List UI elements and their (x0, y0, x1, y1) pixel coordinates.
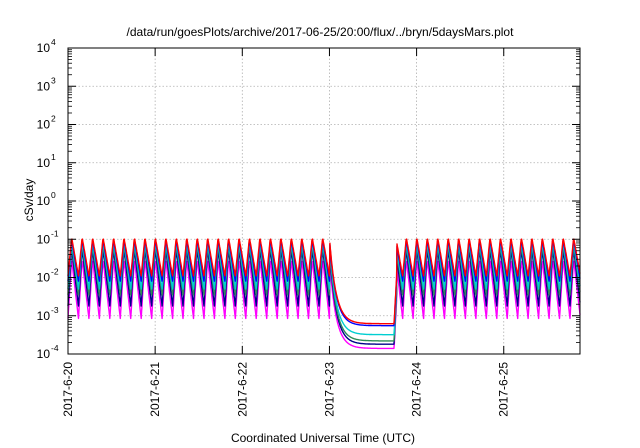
y-tick-label: 10 (37, 232, 51, 246)
y-tick-label: 10 (37, 41, 51, 55)
x-tick-label: 2017-6-25 (497, 362, 511, 417)
x-tick-label: 2017-6-20 (61, 362, 75, 417)
x-axis-label: Coordinated Universal Time (UTC) (231, 431, 415, 445)
y-tick-exponent: 3 (51, 75, 56, 85)
y-tick-exponent: -3 (51, 305, 59, 315)
y-tick-exponent: 1 (51, 152, 56, 162)
x-axis: 2017-6-20 2017-6-21 2017-6-22 2017-6-23 2017… (61, 48, 511, 417)
y-tick-exponent: -4 (51, 343, 59, 353)
y-tick-label: 10 (37, 309, 51, 323)
x-tick-label: 2017-6-21 (148, 362, 162, 417)
y-tick-exponent: 0 (51, 190, 56, 200)
x-tick-label: 2017-6-24 (410, 362, 424, 417)
series-line-6 (67, 238, 581, 325)
chart-title: /data/run/goesPlots/archive/2017-06-25/2… (127, 25, 515, 39)
y-tick-label: 10 (37, 79, 51, 93)
y-tick-exponent: -1 (51, 228, 59, 238)
y-tick-label: 10 (37, 271, 51, 285)
y-tick-exponent: 2 (51, 114, 56, 124)
x-tick-label: 2017-6-22 (235, 362, 249, 417)
y-axis-label: cSv/day (22, 179, 36, 222)
y-tick-label: 10 (37, 347, 51, 361)
y-tick-label: 10 (37, 118, 51, 132)
y-tick-label: 10 (37, 156, 51, 170)
y-tick-label: 10 (37, 194, 51, 208)
series-layer (67, 238, 581, 350)
y-tick-exponent: -2 (51, 267, 59, 277)
x-tick-label: 2017-6-23 (322, 362, 336, 417)
y-tick-exponent: 4 (51, 37, 56, 47)
series-line-1 (67, 260, 581, 350)
